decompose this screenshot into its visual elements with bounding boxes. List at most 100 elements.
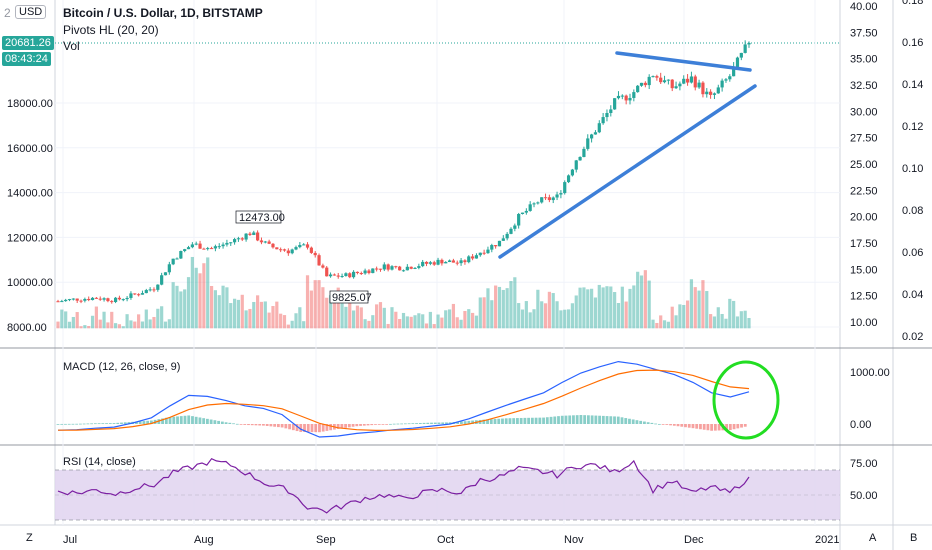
macd-histogram-bar: [235, 423, 239, 425]
macd-histogram-bar: [71, 423, 75, 425]
volume-bar: [486, 288, 490, 329]
main-pane[interactable]: [55, 0, 840, 348]
b-scale-button[interactable]: B: [910, 532, 918, 544]
volume-bar: [670, 306, 674, 329]
macd-histogram-bar: [179, 416, 183, 424]
volume-bar: [616, 302, 621, 329]
candle-body: [302, 244, 306, 246]
macd-histogram-bar: [508, 418, 512, 424]
macd-histogram-bar: [108, 423, 112, 424]
volume-bar: [732, 300, 736, 329]
candle-body: [359, 273, 363, 275]
volume-bar: [401, 312, 406, 329]
volume-bar: [190, 256, 194, 329]
volume-bar: [305, 275, 310, 329]
candle-body: [309, 247, 313, 253]
candle-body: [213, 246, 217, 249]
candle-body: [229, 242, 233, 244]
macd-histogram-bar: [385, 424, 389, 425]
macd-histogram-bar: [202, 418, 206, 424]
candle-body: [605, 113, 609, 118]
volume-bar: [75, 312, 79, 329]
macd-histogram-bar: [149, 420, 153, 424]
macd-histogram-bar: [542, 417, 545, 424]
macd-histogram-bar: [325, 424, 329, 431]
macd-histogram-bar: [512, 418, 516, 424]
macd-histogram-bar: [284, 424, 288, 429]
candle-body: [94, 297, 98, 299]
pivots-indicator-label[interactable]: Pivots HL (20, 20): [63, 23, 159, 37]
volume-axis-label: 10.00: [850, 317, 878, 329]
volume-bar: [601, 287, 605, 329]
volume-axis-label: 32.50: [850, 80, 878, 92]
volume-bar: [632, 285, 636, 329]
candle-body: [232, 239, 237, 243]
macd-histogram-bar: [362, 424, 366, 426]
candle-body: [71, 298, 75, 300]
volume-bar: [582, 287, 586, 329]
candle-body: [547, 197, 551, 201]
candle-body: [175, 258, 179, 260]
candle-body: [290, 249, 294, 254]
volume-bar: [543, 303, 548, 329]
candle-body: [613, 98, 617, 110]
candle-body: [225, 242, 229, 245]
volume-bar: [447, 309, 452, 329]
macd-label: MACD (12, 26, close, 9): [63, 361, 180, 373]
candle-body: [570, 169, 575, 176]
candle-body: [328, 274, 333, 277]
candle-body: [540, 197, 544, 203]
volume-indicator-label[interactable]: Vol: [63, 39, 80, 53]
candle-body: [524, 210, 528, 213]
candle-body: [267, 241, 271, 244]
candle-body: [137, 294, 141, 296]
macd-histogram-bar: [489, 419, 493, 424]
volume-bar: [378, 302, 383, 329]
candle-body: [616, 95, 621, 99]
candle-body: [409, 266, 413, 269]
macd-histogram-bar: [493, 418, 497, 424]
volume-bar: [325, 297, 329, 329]
zoom-button[interactable]: Z: [26, 532, 33, 544]
candle-body: [463, 260, 467, 263]
macd-histogram-bar: [624, 418, 628, 424]
volume-bar: [290, 320, 294, 329]
macd-histogram-bar: [86, 423, 90, 425]
volume-bar: [175, 285, 179, 329]
macd-histogram-bar: [486, 419, 489, 424]
candle-body: [375, 268, 379, 270]
macd-histogram-bar: [676, 424, 680, 427]
candle-body: [340, 275, 344, 277]
volume-bar: [121, 326, 125, 329]
auto-scale-button[interactable]: A: [869, 532, 877, 544]
candle-body: [597, 123, 601, 133]
resistance-trendline[interactable]: [615, 51, 752, 72]
volume-axis-label: 37.50: [850, 27, 878, 39]
volume-bar: [609, 286, 613, 329]
volume-bar: [317, 280, 321, 329]
volume-bar: [240, 294, 244, 329]
macd-axis-label: 0.00: [850, 419, 871, 431]
volume-bar: [344, 306, 348, 329]
macd-histogram-bar: [276, 424, 280, 428]
candle-body: [244, 233, 248, 240]
volume-bar: [125, 314, 129, 329]
candle-body: [636, 85, 640, 93]
candle-body: [401, 270, 406, 272]
candle-body: [121, 299, 125, 301]
macd-histogram-bar: [209, 419, 213, 424]
macd-histogram-bar: [471, 420, 474, 424]
volume-bar: [167, 319, 171, 329]
volume-bar: [248, 308, 252, 329]
currency-badge[interactable]: USD: [15, 5, 47, 19]
volume-bar: [194, 267, 198, 329]
candle-body: [451, 260, 456, 263]
support-trendline[interactable]: [498, 84, 757, 259]
macd-histogram-bar: [583, 415, 587, 424]
macd-histogram-bar: [291, 424, 295, 431]
candle-body: [735, 57, 740, 67]
candle-body: [144, 290, 148, 294]
macd-histogram-bar: [127, 422, 131, 424]
volume-bar: [106, 322, 110, 329]
